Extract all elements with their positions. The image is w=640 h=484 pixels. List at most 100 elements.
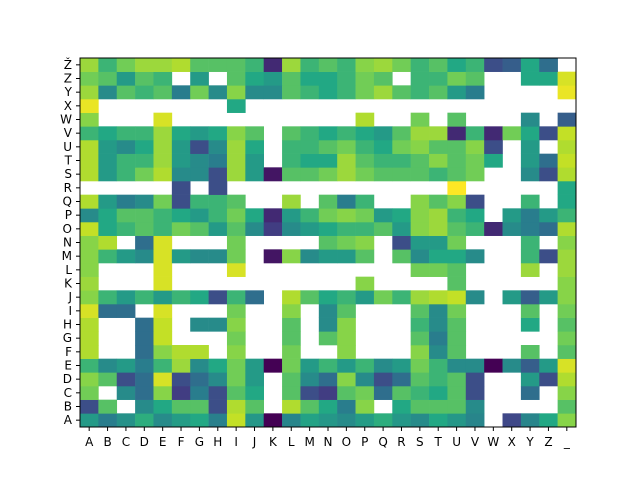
heatmap-cell — [392, 236, 411, 250]
heatmap-cell — [282, 195, 301, 209]
heatmap-cell — [245, 386, 264, 400]
heatmap-cell — [227, 345, 246, 359]
heatmap-cell — [392, 372, 411, 386]
heatmap-cell — [319, 331, 338, 345]
heatmap-cell — [356, 400, 375, 414]
heatmap-cell — [558, 290, 577, 304]
heatmap-cell — [98, 140, 117, 154]
heatmap-cell — [374, 85, 393, 99]
x-tick-label: N — [324, 435, 333, 449]
heatmap-cell — [558, 386, 577, 400]
heatmap-cell — [521, 167, 540, 181]
heatmap-cell — [209, 126, 228, 140]
heatmap-cell — [209, 290, 228, 304]
heatmap-cell — [429, 58, 448, 72]
heatmap-cell — [245, 208, 264, 222]
heatmap-cell — [337, 372, 356, 386]
x-tick-label: T — [434, 435, 443, 449]
heatmap-cell — [135, 58, 154, 72]
heatmap-cell — [521, 318, 540, 332]
heatmap-cell — [245, 85, 264, 99]
heatmap-cell — [319, 72, 338, 86]
heatmap-cell — [190, 359, 209, 373]
heatmap-cell — [209, 386, 228, 400]
heatmap-cell — [411, 359, 430, 373]
heatmap-cell — [80, 222, 99, 236]
heatmap-cell — [80, 359, 99, 373]
heatmap-cell — [539, 372, 558, 386]
heatmap-cell — [80, 386, 99, 400]
heatmap-cell — [319, 372, 338, 386]
heatmap-cell — [319, 58, 338, 72]
heatmap-cell — [264, 359, 283, 373]
heatmap-cell — [153, 85, 172, 99]
heatmap-cell — [227, 290, 246, 304]
heatmap-cell — [264, 413, 283, 427]
heatmap-cell — [337, 154, 356, 168]
heatmap-cell — [521, 72, 540, 86]
heatmap-cell — [264, 85, 283, 99]
heatmap-cell — [466, 413, 485, 427]
y-tick-label: C — [64, 386, 72, 400]
x-tick-label: E — [159, 435, 167, 449]
heatmap-cell — [558, 413, 577, 427]
y-tick-label: X — [64, 99, 72, 113]
heatmap-cell — [172, 208, 191, 222]
heatmap-cell — [484, 154, 503, 168]
heatmap-cell — [98, 72, 117, 86]
heatmap-cell — [282, 85, 301, 99]
heatmap-cell — [190, 345, 209, 359]
heatmap-cell — [117, 249, 136, 263]
heatmap-cell — [209, 58, 228, 72]
heatmap-cell — [374, 167, 393, 181]
heatmap-cell — [227, 263, 246, 277]
heatmap-cell — [153, 304, 172, 318]
heatmap-cell — [466, 167, 485, 181]
heatmap-cell — [209, 208, 228, 222]
heatmap-cell — [190, 154, 209, 168]
heatmap-cell — [374, 290, 393, 304]
x-tick-label: W — [487, 435, 499, 449]
heatmap-cell — [172, 386, 191, 400]
heatmap-cell — [80, 58, 99, 72]
heatmap-cell — [356, 58, 375, 72]
heatmap-cell — [374, 359, 393, 373]
heatmap-cell — [392, 413, 411, 427]
heatmap-cell — [117, 290, 136, 304]
heatmap-cell — [558, 263, 577, 277]
heatmap-cell — [356, 154, 375, 168]
heatmap-cell — [466, 372, 485, 386]
heatmap-cell — [484, 126, 503, 140]
heatmap-cell — [282, 359, 301, 373]
heatmap-cell — [374, 154, 393, 168]
heatmap-cell — [447, 386, 466, 400]
heatmap-cell — [392, 359, 411, 373]
heatmap-cell — [356, 208, 375, 222]
heatmap-cell — [227, 195, 246, 209]
heatmap-cell — [466, 400, 485, 414]
y-tick-label: W — [60, 113, 72, 127]
heatmap-cell — [227, 249, 246, 263]
heatmap-cell — [539, 126, 558, 140]
heatmap-cell — [319, 249, 338, 263]
heatmap-cell — [411, 195, 430, 209]
y-tick-label: I — [68, 304, 72, 318]
heatmap-cell — [282, 345, 301, 359]
heatmap-cell — [558, 331, 577, 345]
heatmap-cell — [337, 72, 356, 86]
heatmap-cell — [227, 386, 246, 400]
x-tick-label: D — [140, 435, 149, 449]
heatmap-cell — [190, 413, 209, 427]
heatmap-cell — [374, 222, 393, 236]
heatmap-cell — [411, 140, 430, 154]
heatmap-cell — [135, 167, 154, 181]
heatmap-cell — [80, 277, 99, 291]
heatmap-cell — [337, 413, 356, 427]
heatmap-cell — [356, 113, 375, 127]
heatmap-cell — [98, 58, 117, 72]
heatmap-cell — [80, 236, 99, 250]
heatmap-cell — [411, 345, 430, 359]
heatmap-cell — [300, 208, 319, 222]
heatmap-cell — [227, 85, 246, 99]
heatmap-cell — [172, 167, 191, 181]
